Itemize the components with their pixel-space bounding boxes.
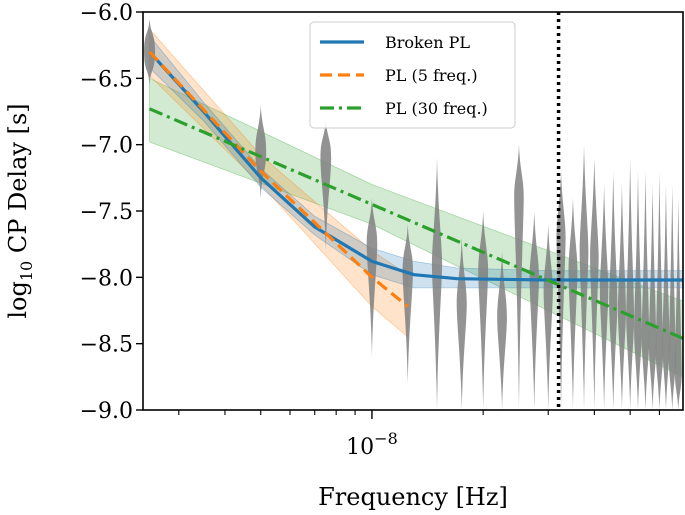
fit-lines (148, 50, 683, 340)
legend: Broken PL PL (5 freq.) PL (30 freq.) (309, 21, 516, 129)
violin (674, 197, 682, 410)
y-tick-label: −8.0 (80, 266, 133, 291)
y-tick-label: −7.5 (80, 200, 133, 225)
violin (478, 211, 489, 410)
x-axis-label: Frequency [Hz] (318, 483, 508, 511)
violin (617, 184, 626, 410)
violin (662, 184, 670, 410)
line-pl-5-freq- (148, 50, 409, 308)
violin (431, 157, 443, 410)
violin (568, 197, 578, 410)
x-tick-label: 10−8 (346, 429, 398, 460)
violin (579, 144, 589, 410)
legend-box (309, 21, 516, 129)
violin (402, 224, 413, 384)
line-broken-pl (148, 50, 683, 282)
x-tick-label-base: 10 (346, 435, 374, 460)
legend-label-broken-pl: Broken PL (385, 33, 470, 52)
violin (543, 224, 553, 410)
violins (144, 18, 682, 410)
y-tick-label: −6.5 (80, 67, 133, 92)
violin (599, 184, 609, 410)
violin (529, 211, 539, 410)
legend-label-pl-5-freq: PL (5 freq.) (385, 66, 478, 85)
violin (456, 237, 467, 410)
y-tick-label: −6.0 (80, 1, 133, 26)
line-pl-30-freq- (148, 107, 683, 340)
y-axis-label-rest: CP Delay [s] (4, 103, 32, 260)
violin (648, 184, 657, 410)
violin (609, 171, 618, 410)
violin (641, 171, 650, 410)
violin (634, 171, 642, 410)
violin (655, 171, 664, 410)
y-axis-label: log10 CP Delay [s] (4, 103, 36, 318)
y-axis-label-subscript: 10 (17, 261, 36, 281)
y-tick-label: −9.0 (80, 399, 133, 424)
violin (590, 157, 599, 410)
y-axis: −6.0 −6.5 −7.0 −7.5 −8.0 −8.5 −9.0 (80, 1, 143, 424)
y-tick-label: −8.5 (80, 333, 133, 358)
x-tick-label-exponent: −8 (374, 429, 398, 448)
y-axis-label-base: log (4, 281, 32, 319)
violin (626, 157, 635, 410)
legend-label-pl-30-freq: PL (30 freq.) (385, 99, 488, 118)
violin (668, 184, 676, 410)
violin (497, 250, 507, 410)
x-axis: 10−8 (178, 410, 660, 460)
violin (514, 144, 524, 410)
y-tick-label: −7.0 (80, 134, 133, 159)
